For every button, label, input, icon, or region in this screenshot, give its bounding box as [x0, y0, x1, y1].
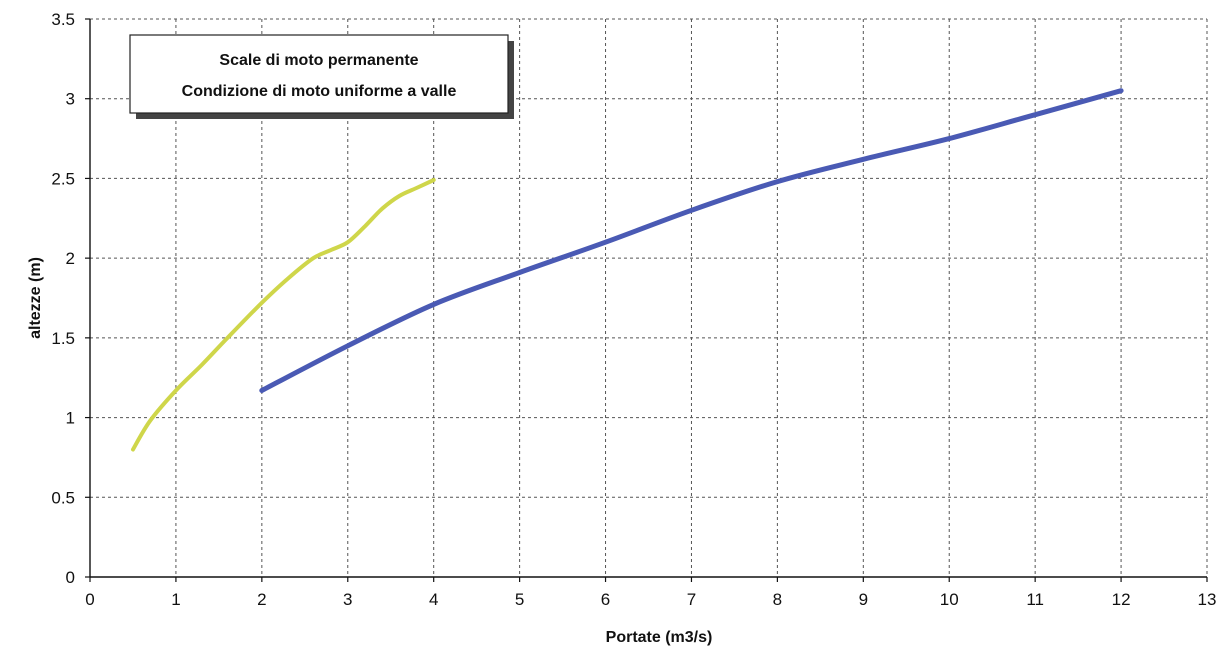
y-tick-label: 3.5: [51, 10, 75, 29]
x-tick-label: 0: [85, 590, 94, 609]
x-tick-label: 9: [859, 590, 868, 609]
axes: [85, 18, 1208, 582]
y-tick-label: 0.5: [51, 488, 75, 507]
title-box: Scale di moto permanente Condizione di m…: [129, 34, 514, 119]
x-tick-label: 1: [171, 590, 180, 609]
y-tick-labels: 0 0.5 1 1.5 2 2.5 3 3.5: [51, 10, 75, 587]
y-tick-label: 3: [66, 90, 75, 109]
x-tick-label: 7: [687, 590, 696, 609]
x-tick-label: 10: [940, 590, 959, 609]
x-axis-label: Portate (m3/s): [606, 629, 713, 646]
title-box-frame: [129, 34, 509, 114]
x-tick-labels: 0 1 2 3 4 5 6 7 8 9 10 11 12 13: [85, 590, 1216, 609]
title-line-2: Condizione di moto uniforme a valle: [182, 83, 457, 100]
title-line-1: Scale di moto permanente: [219, 52, 418, 69]
x-tick-label: 2: [257, 590, 266, 609]
x-tick-label: 3: [343, 590, 352, 609]
series-lines: [131, 88, 1124, 452]
y-axis-label: altezze (m): [27, 257, 44, 339]
y-tick-label: 1.5: [51, 329, 75, 348]
x-tick-label: 5: [515, 590, 524, 609]
series-line-1: [131, 178, 436, 452]
x-tick-label: 6: [601, 590, 610, 609]
y-tick-label: 2: [66, 249, 75, 268]
x-tick-label: 13: [1198, 590, 1217, 609]
series-line-2: [259, 88, 1124, 393]
y-tick-label: 1: [66, 409, 75, 428]
x-tick-label: 11: [1026, 590, 1044, 609]
x-tick-label: 12: [1112, 590, 1131, 609]
x-tick-label: 8: [773, 590, 782, 609]
x-tick-label: 4: [429, 590, 438, 609]
y-tick-label: 0: [66, 568, 75, 587]
y-tick-label: 2.5: [51, 169, 75, 188]
